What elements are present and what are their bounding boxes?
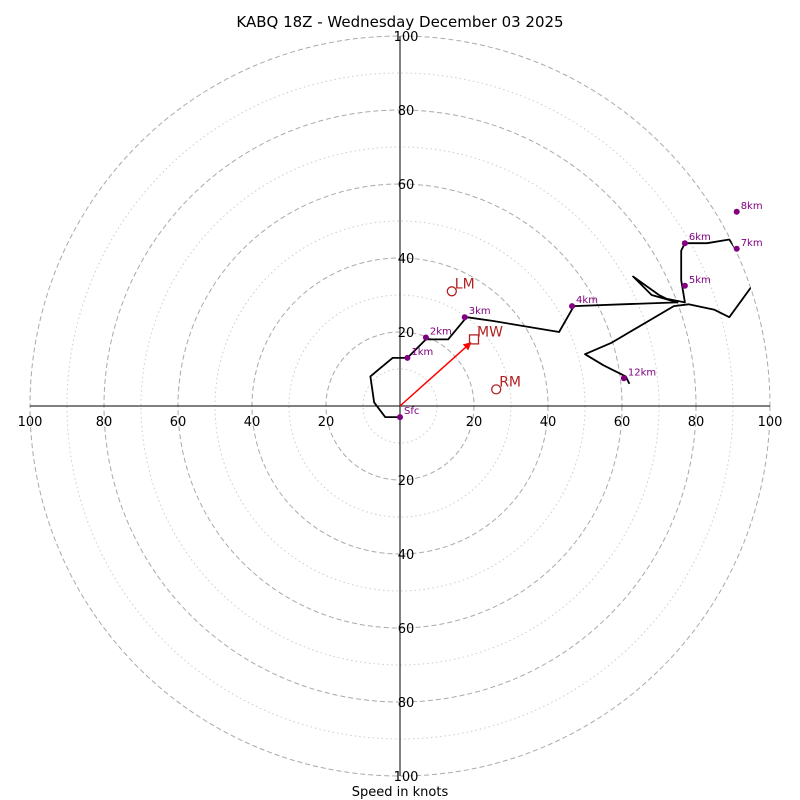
tick-label-left: 40 [244, 415, 261, 430]
mean-wind-marker [468, 334, 480, 345]
tick-label-top: 60 [398, 178, 415, 193]
height-label-12km: 12km [628, 367, 656, 378]
right-mover-marker [491, 384, 502, 395]
height-label-3km: 3km [469, 306, 491, 317]
height-marker-3km [461, 314, 468, 321]
left-mover-label: LM [455, 276, 475, 292]
tick-label-top: 40 [398, 252, 415, 267]
right-mover-label: RM [499, 374, 521, 390]
height-marker-8km [733, 208, 740, 215]
left-mover-marker [446, 286, 457, 297]
height-marker-4km [569, 303, 576, 310]
height-label-sfc: Sfc [404, 406, 419, 417]
tick-label-top: 20 [398, 326, 415, 341]
mean-wind-label: MW [477, 324, 503, 340]
tick-label-bottom: 80 [398, 696, 415, 711]
tick-label-right: 80 [688, 415, 705, 430]
tick-label-right: 40 [540, 415, 557, 430]
tick-label-bottom: 100 [394, 770, 419, 785]
hodograph-trace [369, 190, 770, 418]
height-label-1km: 1km [411, 347, 433, 358]
x-axis-label: Speed in knots [352, 785, 449, 800]
tick-label-right: 20 [466, 415, 483, 430]
height-label-8km: 8km [741, 201, 763, 212]
tick-label-right: 60 [614, 415, 631, 430]
tick-label-top: 100 [394, 30, 419, 45]
storm-motion-markers: LM RM MW [399, 276, 521, 407]
height-marker-7km [733, 245, 740, 252]
tick-label-left: 100 [18, 415, 43, 430]
height-label-5km: 5km [689, 275, 711, 286]
chart-title: KABQ 18Z - Wednesday December 03 2025 [236, 13, 563, 31]
height-label-2km: 2km [430, 327, 452, 338]
axis-tick-labels: 20 20 20 40 40 40 60 60 60 80 80 80 100 100 100 100 80 60… [18, 30, 783, 785]
height-markers: Sfc 1km 2km 3km 4km 5km 6km 7km 8km 12km [397, 201, 763, 421]
height-label-7km: 7km [741, 238, 763, 249]
tick-label-left: 80 [96, 415, 113, 430]
tick-label-left: 60 [170, 415, 187, 430]
tick-label-bottom: 60 [398, 622, 415, 637]
height-label-6km: 6km [689, 232, 711, 243]
height-marker-12km [620, 375, 627, 382]
height-marker-6km [681, 240, 688, 247]
height-marker-1km [404, 354, 411, 361]
height-marker-sfc [397, 414, 403, 421]
height-marker-2km [422, 334, 429, 341]
tick-label-right: 100 [758, 415, 783, 430]
tick-label-top: 80 [398, 104, 415, 119]
height-label-4km: 4km [576, 295, 598, 306]
tick-label-bottom: 20 [398, 474, 415, 489]
mean-wind-vector [399, 342, 472, 407]
height-marker-5km [681, 282, 688, 289]
tick-label-bottom: 40 [398, 548, 415, 563]
tick-label-left: 20 [318, 415, 335, 430]
